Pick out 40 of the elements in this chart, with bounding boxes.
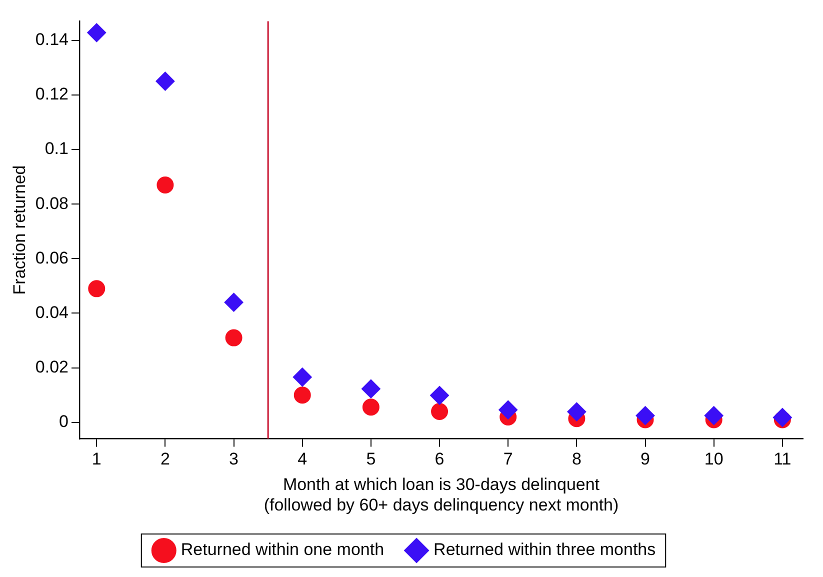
x-tick-label: 11 <box>774 450 792 469</box>
point <box>292 368 312 387</box>
y-axis-title: Fraction returned <box>10 165 29 295</box>
x-tick-label: 9 <box>640 450 650 469</box>
legend-label: Returned within three months <box>434 540 656 560</box>
y-tick-label: 0.02 <box>35 358 68 377</box>
x-tick-label: 1 <box>92 450 102 469</box>
y-tick-label: 0 <box>59 412 68 432</box>
point <box>224 292 244 312</box>
point <box>361 379 380 398</box>
y-tick-label: 0.04 <box>35 302 68 322</box>
y-tick-label: 0.14 <box>35 30 68 49</box>
point <box>87 23 106 42</box>
y-tick-label: 0.1 <box>44 139 68 158</box>
point <box>225 329 242 346</box>
point <box>772 408 792 428</box>
x-tick-label: 7 <box>503 450 513 469</box>
point <box>156 72 175 91</box>
point <box>636 406 655 426</box>
x-axis-title: Month at which loan is 30-days delinquent (followed by 60+ days delinquency next month) <box>264 475 619 514</box>
point <box>88 280 106 298</box>
point <box>156 176 174 194</box>
x-tick-label: 3 <box>229 450 239 469</box>
x-tick-label: 10 <box>704 450 724 469</box>
point <box>567 402 586 422</box>
x-tick-label: 8 <box>572 450 582 469</box>
legend-label: Returned within one month <box>180 540 384 560</box>
point <box>294 386 311 404</box>
point <box>362 398 380 416</box>
x-tick-label: 6 <box>434 450 444 469</box>
point <box>498 400 518 420</box>
y-tick-label: 0.12 <box>35 84 68 104</box>
y-tick-label: 0.08 <box>35 194 68 213</box>
point <box>704 406 724 426</box>
point <box>431 403 448 420</box>
y-tick-label: 0.06 <box>35 248 68 268</box>
point <box>430 386 450 405</box>
x-tick-label: 5 <box>366 450 376 469</box>
x-tick-label: 2 <box>160 450 170 469</box>
x-tick-label: 4 <box>298 450 308 469</box>
